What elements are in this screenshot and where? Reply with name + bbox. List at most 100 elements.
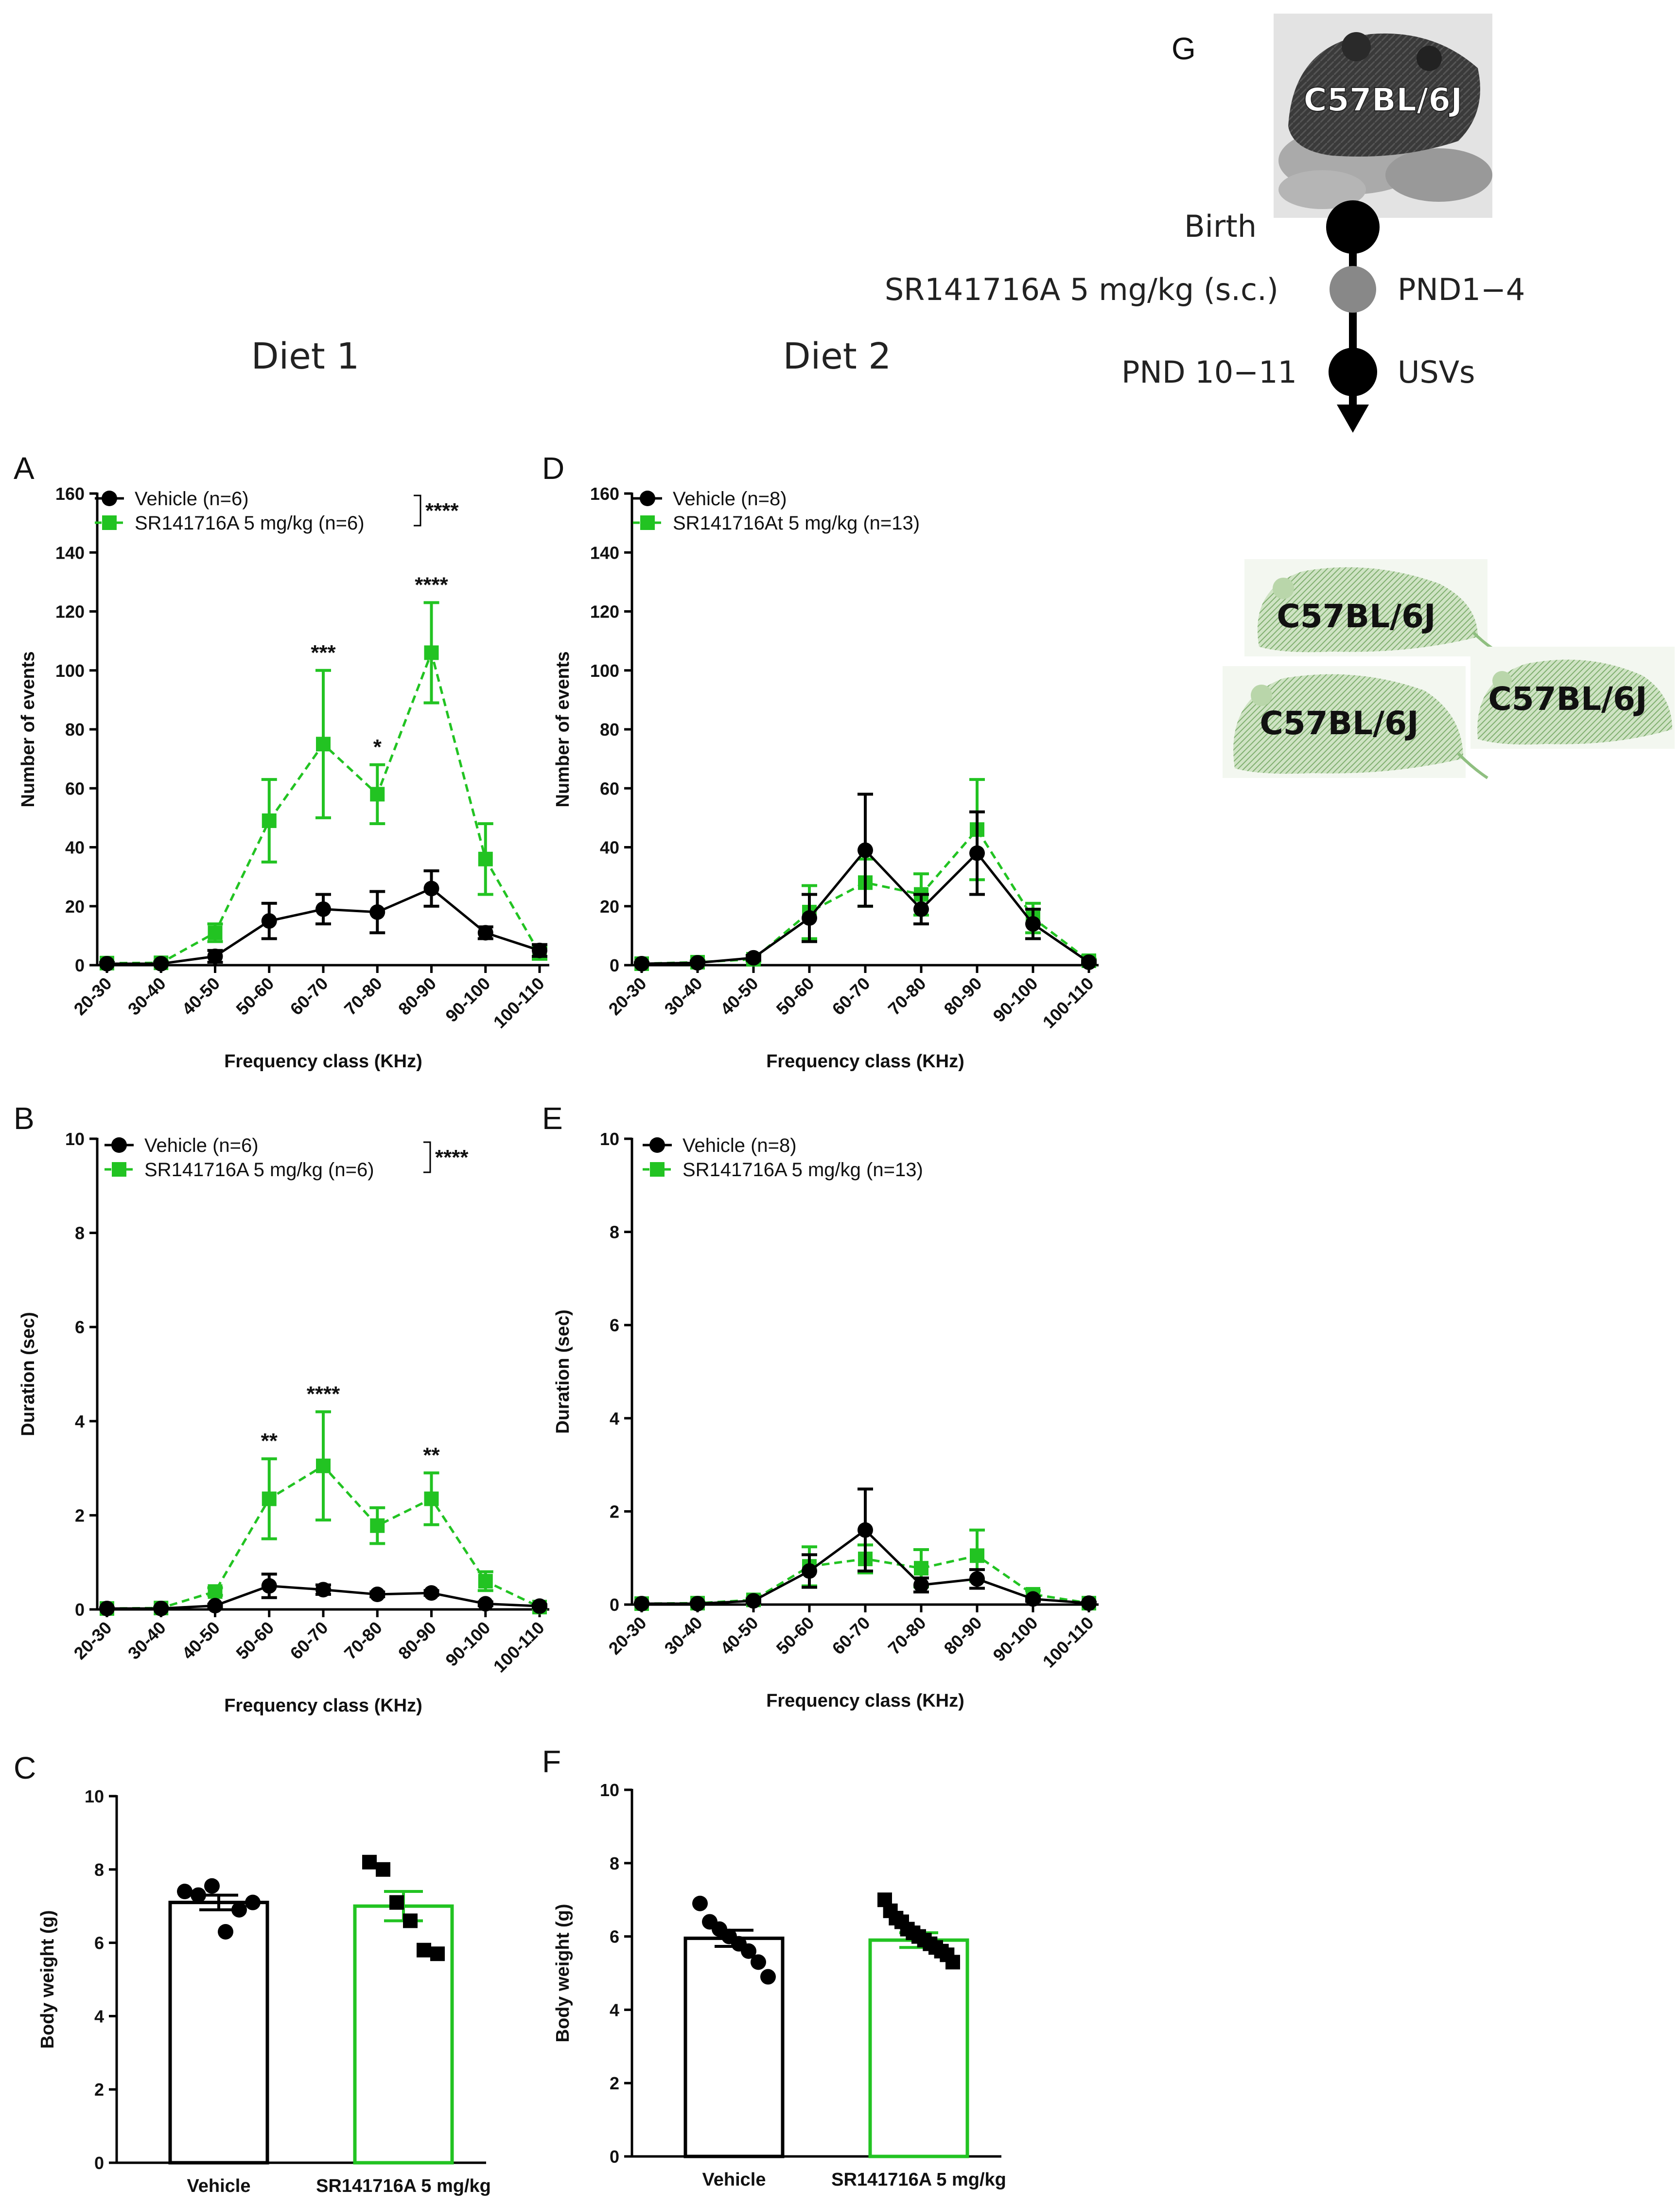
data-point — [218, 1924, 233, 1940]
x-tick-label: 80-90 — [394, 1618, 440, 1663]
y-tick-label: 100 — [55, 661, 85, 681]
x-axis-label: Frequency class (KHz) — [766, 1051, 964, 1072]
y-tick-label: 10 — [65, 1129, 85, 1149]
y-tick-label: 0 — [75, 1600, 85, 1620]
y-axis-label: Body weight (g) — [37, 1910, 58, 2049]
data-point — [369, 1587, 385, 1603]
legend: Vehicle (n=6)SR141716A 5 mg/kg (n=6) **** — [95, 488, 459, 534]
data-point — [634, 955, 649, 971]
x-tick-label: 30-40 — [661, 1613, 706, 1659]
x-tick-label: 90-100 — [989, 973, 1041, 1026]
data-point — [245, 1894, 261, 1910]
y-tick-label: 120 — [590, 602, 619, 622]
data-point — [417, 1942, 431, 1958]
legend-bracket — [423, 1141, 431, 1173]
x-axis-label: Frequency class (KHz) — [766, 1691, 964, 1711]
y-tick-label: 60 — [65, 778, 85, 798]
y-tick-label: 6 — [75, 1317, 85, 1337]
series-line — [641, 827, 1090, 965]
x-category-label: Vehicle — [702, 2170, 766, 2190]
timeline-dot-birth — [1326, 200, 1380, 254]
data-point — [262, 813, 277, 828]
data-point — [913, 901, 929, 917]
y-tick-label: 4 — [610, 1409, 619, 1429]
panel-label-b: B — [14, 1101, 35, 1136]
data-point — [690, 1596, 705, 1612]
y-tick-label: 40 — [600, 838, 619, 858]
data-point — [370, 787, 385, 802]
significance-marker: * — [373, 735, 382, 759]
legend-entry: SR141716At 5 mg/kg (n=13) — [673, 512, 920, 534]
data-point — [261, 1578, 277, 1594]
data-point — [945, 1955, 960, 1970]
data-point — [746, 1593, 761, 1609]
data-point — [802, 1563, 817, 1579]
y-tick-label: 120 — [55, 602, 85, 622]
data-point — [261, 913, 277, 929]
legend: Vehicle (n=8) SR141716A 5 mg/kg (n=13) — [643, 1135, 923, 1181]
header-diet-2: Diet 2 — [783, 335, 892, 377]
x-tick-label: 100-110 — [1039, 1613, 1098, 1672]
x-tick-label: 100-110 — [490, 1618, 548, 1677]
panel-e: E 0 2 4 6 8 10 Duration (sec) 20-30 30-40 40-50 50-… — [542, 1101, 1099, 1711]
bar — [353, 1904, 454, 2165]
x-tick-label: 20-30 — [605, 973, 650, 1019]
legend-marker — [640, 491, 655, 506]
bar-group-drug: SR141716A 5 mg/kg — [831, 1892, 1006, 2190]
timeline-label-birth: Birth — [1184, 209, 1257, 244]
y-tick-label: 4 — [610, 2000, 619, 2020]
legend: Vehicle (n=8)SR141716At 5 mg/kg (n=13) — [633, 488, 920, 534]
data-point — [1025, 1591, 1041, 1607]
y-tick-label: 160 — [55, 484, 85, 504]
significance-marker: ** — [261, 1429, 278, 1453]
data-point — [913, 1577, 929, 1593]
significance-marker: **** — [307, 1382, 340, 1406]
series-vehicle — [634, 793, 1097, 971]
data-point — [969, 1571, 985, 1587]
x-tick-label: 70-80 — [884, 1613, 930, 1659]
bar-group-vehicle: Vehicle — [683, 1895, 785, 2190]
y-tick-label: 8 — [610, 1854, 619, 1873]
data-point — [424, 645, 439, 660]
legend-marker — [650, 1162, 665, 1177]
data-point — [262, 1491, 277, 1506]
y-tick-label: 2 — [94, 2080, 104, 2100]
bar-group-vehicle: Vehicle — [168, 1878, 269, 2196]
data-point — [99, 1601, 115, 1617]
timeline-label-treatment: SR141716A 5 mg/kg (s.c.) — [885, 272, 1278, 307]
timeline-label-pnd10-11: PND 10−11 — [1121, 354, 1297, 390]
legend-marker — [112, 1162, 126, 1177]
x-tick-label: 90-100 — [989, 1613, 1041, 1665]
x-tick-label: 100-110 — [490, 973, 548, 1032]
pup-illustration-3: C57BL/6J — [1470, 647, 1675, 749]
data-point — [760, 1969, 776, 1985]
data-point — [746, 950, 761, 966]
x-tick-label: 80-90 — [394, 973, 440, 1019]
data-point — [207, 1598, 223, 1614]
y-tick-label: 20 — [600, 897, 619, 917]
bar — [168, 1901, 269, 2165]
data-point — [208, 925, 223, 940]
y-tick-label: 8 — [75, 1223, 85, 1243]
legend-significance: **** — [425, 499, 459, 523]
x-tick-label: 60-70 — [286, 1618, 332, 1663]
x-axis-label: Frequency class (KHz) — [224, 1051, 422, 1072]
y-tick-label: 140 — [590, 543, 619, 563]
legend-entry: SR141716A 5 mg/kg (n=6) — [135, 512, 365, 534]
data-point — [208, 1584, 223, 1599]
y-tick-label: 0 — [75, 955, 85, 975]
panel-label-g: G — [1172, 31, 1196, 66]
data-point — [153, 955, 169, 971]
y-tick-label: 2 — [610, 2073, 619, 2093]
x-axis-label: Frequency class (KHz) — [224, 1695, 422, 1716]
pup-illustration-2: C57BL/6J — [1223, 666, 1488, 779]
data-point — [370, 1518, 385, 1533]
data-point — [692, 1895, 708, 1911]
y-axis-label: Duration (sec) — [553, 1309, 573, 1433]
data-point — [231, 1902, 247, 1918]
data-point — [315, 1582, 331, 1598]
bar-group-drug: SR141716A 5 mg/kg — [316, 1854, 491, 2196]
legend-marker — [111, 1137, 127, 1153]
panel-label-e: E — [542, 1101, 563, 1136]
